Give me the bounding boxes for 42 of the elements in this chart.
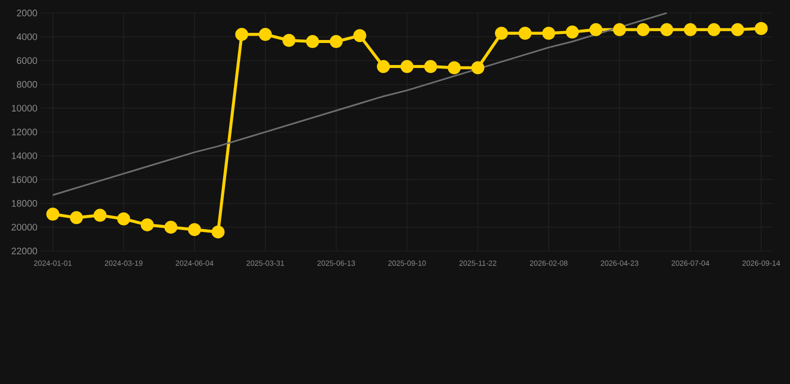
point: [164, 220, 178, 234]
point: [235, 28, 248, 41]
point: [424, 60, 438, 74]
point: [589, 23, 602, 36]
y-tick-label: 4000: [16, 33, 38, 40]
point: [731, 23, 744, 36]
y-tick-label: 20000: [12, 224, 38, 231]
point: [684, 23, 697, 36]
point: [258, 28, 272, 41]
point: [754, 22, 768, 35]
point: [566, 26, 579, 39]
point: [542, 26, 556, 40]
point: [636, 23, 650, 36]
point: [306, 35, 320, 48]
point: [400, 60, 414, 74]
y-tick-label: 18000: [12, 200, 38, 207]
point: [518, 26, 532, 40]
point: [282, 34, 296, 47]
y-tick-label: 14000: [12, 152, 38, 160]
point: [660, 23, 674, 36]
y-tick-label: 10000: [12, 104, 38, 112]
point: [330, 35, 343, 48]
point: [376, 60, 390, 74]
y-tick-label: 22000: [12, 248, 38, 254]
point: [117, 212, 130, 226]
point: [494, 26, 508, 40]
y-tick-label: 6000: [16, 57, 38, 64]
point: [140, 218, 154, 232]
point: [471, 61, 484, 74]
point: [46, 208, 60, 221]
point: [212, 225, 225, 238]
point: [707, 23, 720, 36]
point: [188, 223, 201, 236]
y-tick-label: 16000: [12, 176, 38, 183]
point: [94, 208, 107, 222]
point: [70, 211, 83, 224]
point: [448, 61, 461, 74]
point: [613, 23, 626, 36]
y-tick-label: 2000: [16, 10, 38, 16]
point: [353, 29, 366, 42]
y-tick-label: 12000: [12, 128, 38, 136]
y-tick-label: 8000: [16, 81, 38, 88]
